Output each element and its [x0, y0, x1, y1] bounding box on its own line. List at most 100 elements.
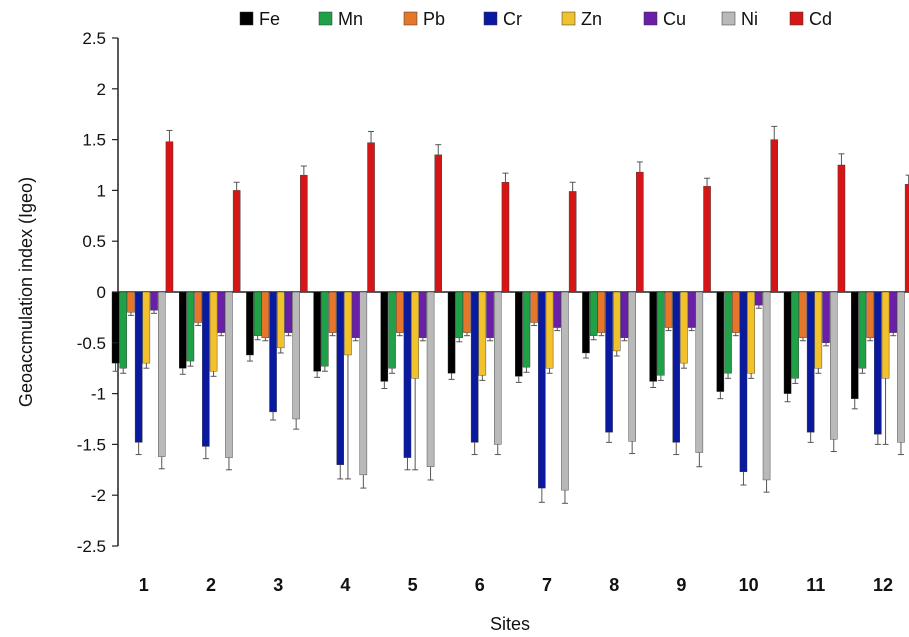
legend-label-cu: Cu [663, 9, 686, 29]
bar-mn-site-8 [589, 291, 598, 336]
y-tick-label: -1 [91, 385, 106, 404]
bar-zn-site-6 [478, 291, 487, 376]
legend-label-mn: Mn [338, 9, 363, 29]
x-category-label: 10 [739, 575, 759, 595]
x-category-label: 6 [475, 575, 485, 595]
y-tick-label: 2.5 [82, 29, 106, 48]
bar-pb-site-7 [530, 291, 538, 323]
legend-label-ni: Ni [741, 9, 758, 29]
bar-cu-site-2 [217, 291, 225, 333]
bar-zn-site-1 [142, 291, 151, 364]
bar-ni-site-4 [359, 291, 368, 476]
legend-swatch-zn [561, 11, 576, 26]
bar-cd-site-12 [904, 184, 909, 293]
bar-ni-site-12 [897, 291, 905, 443]
legend-label-fe: Fe [259, 9, 280, 29]
legend-label-pb: Pb [423, 9, 445, 29]
bar-zn-site-12 [881, 291, 890, 379]
bar-pb-site-11 [799, 291, 807, 338]
bar-ni-site-8 [628, 291, 636, 442]
bar-pb-site-10 [732, 291, 740, 333]
bar-mn-site-10 [724, 291, 732, 374]
bar-ni-site-6 [494, 291, 502, 445]
bar-pb-site-4 [328, 291, 337, 333]
bar-mn-site-9 [657, 291, 665, 376]
y-tick-label: 1.5 [82, 131, 106, 150]
bar-zn-site-9 [680, 291, 688, 364]
bar-ni-site-5 [426, 291, 435, 467]
bar-cu-site-8 [620, 291, 629, 338]
bar-cr-site-4 [336, 291, 345, 465]
legend-swatch-fe [239, 11, 254, 26]
bar-ni-site-10 [762, 291, 771, 481]
x-category-label: 8 [609, 575, 619, 595]
bar-zn-site-4 [344, 291, 352, 356]
bar-cd-site-4 [367, 142, 375, 293]
legend-swatch-cd [789, 11, 804, 26]
bar-fe-site-7 [515, 291, 523, 377]
bar-fe-site-1 [111, 291, 120, 364]
y-tick-label: 0 [97, 283, 106, 302]
bar-cd-site-11 [837, 164, 846, 293]
bar-pb-site-5 [396, 291, 404, 333]
bar-fe-site-10 [716, 291, 725, 392]
bar-cd-site-6 [501, 182, 510, 293]
y-tick-label: -2.5 [77, 537, 106, 556]
bar-mn-site-7 [522, 291, 531, 368]
legend-swatch-pb [403, 11, 418, 26]
bar-zn-site-7 [545, 291, 554, 369]
y-tick-label: 1 [97, 181, 106, 200]
bar-cu-site-1 [150, 291, 158, 311]
legend-swatch-mn [318, 11, 333, 26]
bar-ni-site-9 [695, 291, 704, 453]
x-category-label: 12 [873, 575, 893, 595]
bar-fe-site-11 [783, 291, 792, 394]
bar-fe-site-3 [246, 291, 254, 356]
bar-cr-site-6 [470, 291, 479, 443]
legend-swatch-ni [721, 11, 736, 26]
bar-fe-site-5 [380, 291, 389, 382]
bar-zn-site-3 [277, 291, 285, 349]
bar-pb-site-2 [194, 291, 202, 323]
legend: Fe Mn Pb Cr Zn Cu Ni Cd [239, 9, 832, 29]
bar-mn-site-1 [119, 291, 127, 369]
bar-ni-site-3 [292, 291, 300, 420]
x-category-label: 4 [340, 575, 350, 595]
bar-cu-site-4 [351, 291, 360, 338]
x-category-label: 3 [273, 575, 283, 595]
legend-swatch-cr [483, 11, 498, 26]
bar-cu-site-7 [553, 291, 562, 328]
bar-mn-site-4 [321, 291, 329, 367]
bar-pb-site-12 [866, 291, 874, 338]
bar-mn-site-2 [186, 291, 195, 362]
bar-fe-site-8 [582, 291, 590, 354]
bar-cd-site-3 [300, 174, 308, 293]
bar-cu-site-6 [486, 291, 494, 338]
x-category-label: 5 [408, 575, 418, 595]
bar-zn-site-5 [411, 291, 419, 379]
legend-label-cr: Cr [503, 9, 522, 29]
bar-pb-site-9 [664, 291, 673, 328]
bar-cd-site-2 [232, 190, 241, 293]
bar-pb-site-6 [463, 291, 471, 333]
legend-label-cd: Cd [809, 9, 832, 29]
y-tick-label: -2 [91, 486, 106, 505]
bar-ni-site-1 [157, 291, 166, 457]
bar-mn-site-3 [253, 291, 262, 336]
legend-swatch-cu [643, 11, 658, 26]
bar-cd-site-10 [770, 139, 779, 293]
error-bars [112, 125, 909, 504]
bar-mn-site-11 [791, 291, 800, 379]
legend-label-zn: Zn [581, 9, 602, 29]
bar-cr-site-3 [269, 291, 277, 413]
bar-cr-site-5 [403, 291, 412, 458]
y-ticks: 2.5 2 1.5 1 0.5 0 -0.5 -1 -1.5 -2 -2.5 [77, 29, 118, 556]
bar-cr-site-1 [134, 291, 143, 443]
bar-cd-site-5 [434, 154, 443, 293]
y-tick-label: 2 [97, 80, 106, 99]
bar-zn-site-11 [814, 291, 823, 369]
y-tick-label: 0.5 [82, 232, 106, 251]
bar-fe-site-9 [649, 291, 657, 382]
bar-cr-site-8 [605, 291, 613, 433]
